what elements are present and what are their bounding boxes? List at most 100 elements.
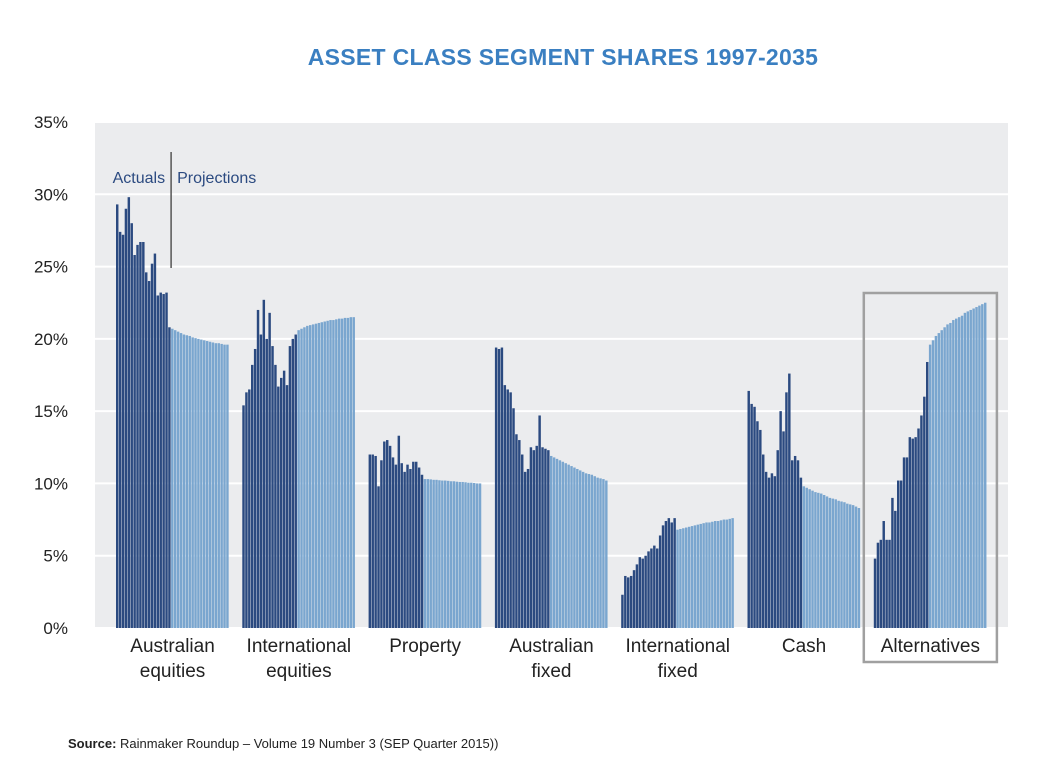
bar — [946, 324, 949, 628]
bar — [593, 476, 596, 628]
bar — [523, 471, 527, 628]
bar — [461, 481, 464, 628]
bar — [162, 294, 165, 628]
bar — [808, 489, 811, 628]
bar — [127, 197, 131, 629]
annotation: Actuals — [113, 170, 165, 187]
bar — [843, 502, 846, 628]
bar — [309, 325, 312, 628]
bar — [200, 339, 203, 628]
bar — [747, 390, 750, 628]
bar — [811, 490, 814, 628]
bar — [725, 519, 729, 628]
bar — [130, 223, 133, 628]
bar — [153, 253, 157, 628]
bar — [509, 392, 512, 628]
bar — [978, 305, 981, 628]
bar — [952, 320, 955, 628]
bar — [955, 318, 958, 628]
bar — [256, 309, 260, 628]
bar — [914, 437, 917, 628]
bar — [441, 480, 444, 628]
bar — [770, 473, 774, 628]
bar — [159, 292, 162, 628]
bar — [409, 468, 412, 628]
bar — [429, 479, 432, 628]
bar — [957, 317, 961, 628]
y-tick-label: 0% — [43, 619, 68, 638]
bar — [943, 327, 946, 628]
bar — [596, 477, 599, 628]
bar — [242, 405, 245, 628]
bar — [685, 527, 688, 628]
bar — [397, 435, 401, 628]
bar — [203, 340, 206, 628]
bar — [449, 481, 453, 628]
source-text: Rainmaker Roundup – Volume 19 Number 3 (… — [120, 736, 499, 751]
bar — [573, 467, 576, 628]
bar — [435, 479, 438, 628]
bar — [171, 328, 174, 628]
y-tick-label: 35% — [34, 113, 68, 132]
bar — [478, 483, 482, 628]
bar — [854, 506, 858, 628]
bar — [564, 463, 567, 628]
bar — [627, 577, 630, 628]
bar — [326, 320, 329, 628]
bar — [731, 518, 734, 628]
bar — [857, 508, 861, 628]
x-tick-label: Australian fixed — [509, 636, 594, 682]
bar — [664, 521, 668, 628]
bar — [535, 445, 538, 628]
bar — [303, 327, 306, 628]
bar — [670, 522, 673, 628]
bar — [552, 457, 556, 628]
bar — [176, 331, 180, 628]
bar — [926, 361, 929, 628]
bar — [317, 322, 321, 628]
bar — [931, 340, 935, 628]
bar — [165, 292, 168, 628]
bar — [335, 319, 338, 628]
bar — [470, 482, 473, 628]
bar — [541, 447, 544, 628]
bar — [262, 299, 266, 628]
bar — [455, 481, 459, 628]
bar — [873, 558, 877, 628]
bar — [963, 312, 967, 628]
bar — [837, 500, 840, 628]
bar — [217, 343, 220, 628]
bar — [920, 415, 923, 628]
bar — [676, 529, 679, 628]
bar — [673, 518, 676, 628]
bar — [494, 347, 498, 628]
bar — [879, 539, 883, 628]
bar — [570, 466, 573, 628]
bar — [133, 255, 136, 628]
x-tick-label: Property — [389, 636, 462, 657]
bar — [966, 311, 970, 628]
bar — [306, 325, 309, 628]
bar — [188, 335, 191, 628]
bar — [708, 522, 711, 628]
bar — [124, 208, 128, 628]
bar — [268, 312, 271, 628]
bar — [699, 523, 702, 628]
bar — [690, 526, 694, 628]
bar — [911, 438, 914, 628]
bar — [544, 448, 547, 628]
bar — [311, 324, 315, 628]
bar — [702, 523, 705, 628]
bar — [831, 498, 835, 628]
bar — [174, 330, 177, 628]
bar — [320, 322, 324, 628]
bar — [497, 348, 501, 628]
bar — [587, 474, 591, 628]
bar — [756, 421, 759, 628]
bar — [380, 460, 383, 628]
bar — [902, 457, 906, 628]
bar — [888, 539, 891, 628]
bar — [253, 348, 257, 628]
bar — [696, 524, 700, 628]
